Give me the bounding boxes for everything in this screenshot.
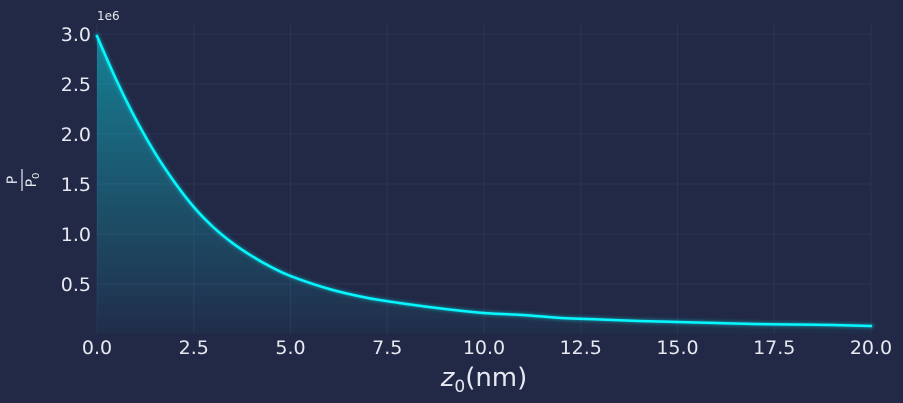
y-tick-label: 2.5 [61,74,91,96]
x-axis-label: z0(nm) [440,363,528,397]
y-offset-label: 1e6 [97,9,120,23]
y-tick-labels: 0.5 1.0 1.5 2.0 2.5 3.0 [61,24,91,296]
x-gridlines [96,24,872,334]
x-tick-label: 17.5 [753,337,795,359]
data-line [95,34,873,328]
area-fill [97,36,871,334]
y-tick-label: 0.5 [61,274,91,296]
x-label-unit: (nm) [465,363,527,393]
svg-text:P0: P0 [24,173,42,188]
x-label-sub: 0 [454,377,465,397]
y-label-numerator: P [5,176,21,184]
y-label-denominator-sub: 0 [31,173,42,179]
y-tick-label: 2.0 [61,124,91,146]
x-label-base: z [440,363,456,393]
y-tick-label: 1.0 [61,224,91,246]
x-tick-label: 2.5 [179,337,209,359]
svg-text:P: P [5,176,21,184]
x-tick-labels: 0.0 2.5 5.0 7.5 10.0 12.5 15.0 17.5 20.0 [82,337,892,359]
x-tick-label: 10.0 [463,337,505,359]
y-axis-label: P P0 [5,169,42,191]
y-tick-label: 3.0 [61,24,91,46]
x-tick-label: 7.5 [372,337,402,359]
x-tick-label: 0.0 [82,337,112,359]
y-label-denominator: P [24,179,40,187]
x-tick-label: 5.0 [275,337,305,359]
y-tick-label: 1.5 [61,174,91,196]
x-tick-label: 20.0 [850,337,892,359]
y-gridlines [97,33,871,285]
x-tick-label: 12.5 [560,337,602,359]
x-tick-label: 15.0 [656,337,698,359]
